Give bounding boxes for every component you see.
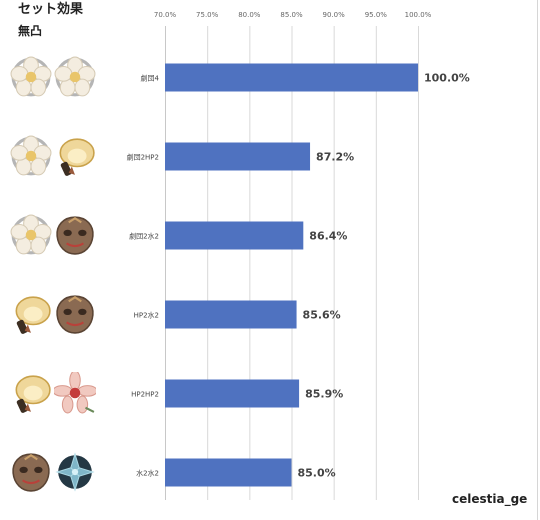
x-tick-label: 75.0%: [196, 11, 219, 19]
x-tick-label: 85.0%: [280, 11, 303, 19]
pink-flower-artifact-icon: [54, 371, 96, 413]
category-label: HP2HP2: [131, 391, 159, 399]
gold-hat-artifact-icon: [59, 137, 95, 176]
flower-artifact-icon: [54, 56, 96, 96]
flower-artifact-icon: [10, 214, 52, 254]
flower-artifact-icon: [10, 135, 52, 175]
bar: [165, 63, 418, 92]
frame-border: [537, 0, 538, 520]
mask-artifact-icon: [56, 294, 94, 334]
data-label: 100.0%: [424, 72, 470, 85]
gold-hat-artifact-icon: [15, 295, 51, 334]
bar: [165, 221, 304, 250]
category-label: 劇団4: [141, 74, 160, 83]
category-label: 劇団2HP2: [127, 153, 159, 162]
category-label: HP2水2: [134, 311, 159, 320]
data-labels: 100.0% 87.2% 86.4% 85.6% 85.9% 85.0%: [298, 72, 470, 480]
category-label: 水2水2: [136, 469, 159, 478]
category-labels: 劇団4 劇団2HP2 劇団2水2 HP2水2 HP2HP2 水2水2: [127, 74, 160, 478]
x-tick-label: 90.0%: [323, 11, 346, 19]
category-label: 劇団2水2: [129, 232, 159, 241]
x-tick-label: 80.0%: [238, 11, 261, 19]
data-label: 86.4%: [309, 230, 347, 243]
bars: [165, 63, 418, 487]
data-label: 85.0%: [298, 467, 336, 480]
page-title: セット効果: [18, 2, 84, 17]
mask-artifact-icon: [56, 215, 94, 255]
page-subtitle: 無凸: [18, 24, 43, 38]
bar: [165, 300, 297, 329]
x-tick-label: 100.0%: [405, 11, 432, 19]
mask-artifact-icon: [12, 452, 50, 492]
gridlines: [165, 26, 419, 500]
bar: [165, 142, 311, 171]
bar: [165, 458, 292, 487]
gold-hat-artifact-icon: [15, 374, 51, 413]
credit-text: celestia_ge: [452, 492, 528, 506]
flower-artifact-icon: [10, 56, 52, 96]
x-tick-label: 70.0%: [154, 11, 177, 19]
x-tick-label: 95.0%: [365, 11, 388, 19]
data-label: 87.2%: [316, 151, 354, 164]
dark-crystal-artifact-icon: [55, 451, 95, 492]
data-label: 85.9%: [305, 388, 343, 401]
x-tick-labels: 70.0% 75.0% 80.0% 85.0% 90.0% 95.0% 100.0%: [154, 11, 432, 19]
data-label: 85.6%: [303, 309, 341, 322]
bar: [165, 379, 300, 408]
